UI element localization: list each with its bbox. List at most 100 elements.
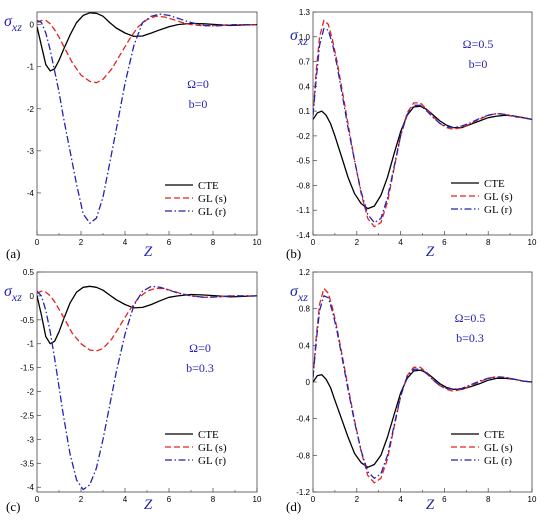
x-tick-label: 10 [528,238,537,247]
x-axis-label: Z [144,497,153,513]
x-tick-label: 8 [211,495,216,504]
x-tick-label: 4 [398,495,403,504]
legend-label: GL (r) [198,455,226,467]
x-tick-label: 6 [167,495,172,504]
series-line-gl-r [37,13,257,224]
series-line-cte [37,12,257,72]
y-tick-label: 0.8 [299,305,311,314]
y-tick-label: -1.5 [20,364,34,373]
y-tick-label: -0.4 [296,415,310,424]
y-tick-label: -2 [27,388,35,397]
y-tick-label: -3 [27,147,35,156]
y-tick-label: 0.1 [299,107,311,116]
y-tick-label: 0.7 [299,58,311,67]
param-label: Ω=0 [187,77,209,91]
series-line-cte [37,285,257,345]
param-label: b=0.3 [186,361,214,375]
panel-label: (d) [286,499,301,514]
series-line-gl-r [313,295,532,479]
series-line-gl-s [37,15,257,84]
legend-label: GL (s) [484,442,513,454]
y-tick-label: -3 [27,435,35,444]
x-tick-label: 2 [79,495,84,504]
y-tick-label: 0.4 [299,341,311,350]
x-tick-label: 8 [486,238,491,247]
x-tick-label: 4 [123,495,128,504]
y-tick-label: -0.5 [296,157,310,166]
y-tick-label: 0 [30,21,35,30]
x-tick-label: 6 [442,238,447,247]
y-tick-label: 0 [306,378,311,387]
series-line-gl-r [37,285,257,491]
y-tick-label: -1 [27,63,35,72]
param-label: Ω=0.5 [455,311,486,325]
legend-label: GL (s) [198,193,227,205]
y-tick-label: -0.2 [296,132,310,141]
panel-label: (c) [6,499,20,514]
panel-label: (a) [6,246,20,261]
param-label: b=0 [469,57,488,71]
series-line-gl-s [37,287,257,352]
param-label: b=0.3 [456,331,484,345]
x-tick-label: 0 [35,238,40,247]
param-label: Ω=0 [189,341,211,355]
y-tick-label: 1.2 [299,268,311,277]
y-tick-label: -4 [27,189,35,198]
legend-label: GL (r) [484,455,512,467]
y-tick-label: -2.5 [20,411,34,420]
y-tick-label: 0.4 [299,82,311,91]
y-tick-label: 0.5 [23,268,35,277]
y-tick-label: -1.1 [296,206,310,215]
param-label: b=0 [189,97,208,111]
x-tick-label: 0 [311,238,316,247]
y-tick-label: -0.8 [296,181,310,190]
y-tick-label: -2 [27,105,35,114]
y-tick-label: 0 [30,292,35,301]
series-line-gl-r [313,27,532,224]
legend-label: GL (r) [484,204,512,216]
y-tick-label: -0.5 [20,316,34,325]
param-label: Ω=0.5 [463,37,494,51]
x-tick-label: 4 [398,238,403,247]
x-tick-label: 10 [253,495,262,504]
x-tick-label: 0 [311,495,316,504]
x-axis-label: Z [426,497,435,513]
y-tick-label: -1 [27,340,35,349]
legend-label: CTE [484,429,505,441]
legend-label: CTE [198,429,219,441]
x-tick-label: 0 [35,495,40,504]
x-tick-label: 6 [167,238,172,247]
x-tick-label: 4 [123,238,128,247]
legend-label: CTE [198,180,219,192]
y-tick-label: -0.8 [296,451,310,460]
x-tick-label: 6 [442,495,447,504]
y-tick-label: -1.4 [296,231,310,240]
x-tick-label: 10 [253,238,262,247]
y-tick-label: -3.5 [20,459,34,468]
x-tick-label: 2 [355,495,360,504]
y-axis-label: σxz [290,27,308,48]
x-tick-label: 10 [528,495,537,504]
x-axis-label: Z [144,244,153,260]
panel-b: 0 2 4 6 8 10 1.3 1.0 0.7 0.4 0.1 -0.2 -0.5 -0.8 -1.1 -1… [286,8,537,261]
panel-c: 0 2 4 6 8 100.50-0.5-1-1.5-2-2.5-3-3.5-4CTEGL… [4,268,262,514]
y-axis-label: σxz [290,283,308,304]
y-axis-label: σxz [4,283,22,304]
x-tick-label: 2 [355,238,360,247]
x-tick-label: 8 [211,238,216,247]
panel-label: (b) [286,246,301,261]
legend-label: CTE [484,178,505,190]
y-tick-label: 1.0 [299,33,311,42]
legend-label: GL (r) [198,206,226,218]
legend-label: GL (s) [484,191,513,203]
x-tick-label: 2 [79,238,84,247]
x-tick-label: 8 [486,495,491,504]
series-line-gl-s [313,287,532,484]
y-axis-label: σxz [4,13,22,34]
legend-label: GL (s) [198,442,227,454]
y-tick-label: -4 [27,483,35,492]
x-axis-label: Z [426,244,435,260]
